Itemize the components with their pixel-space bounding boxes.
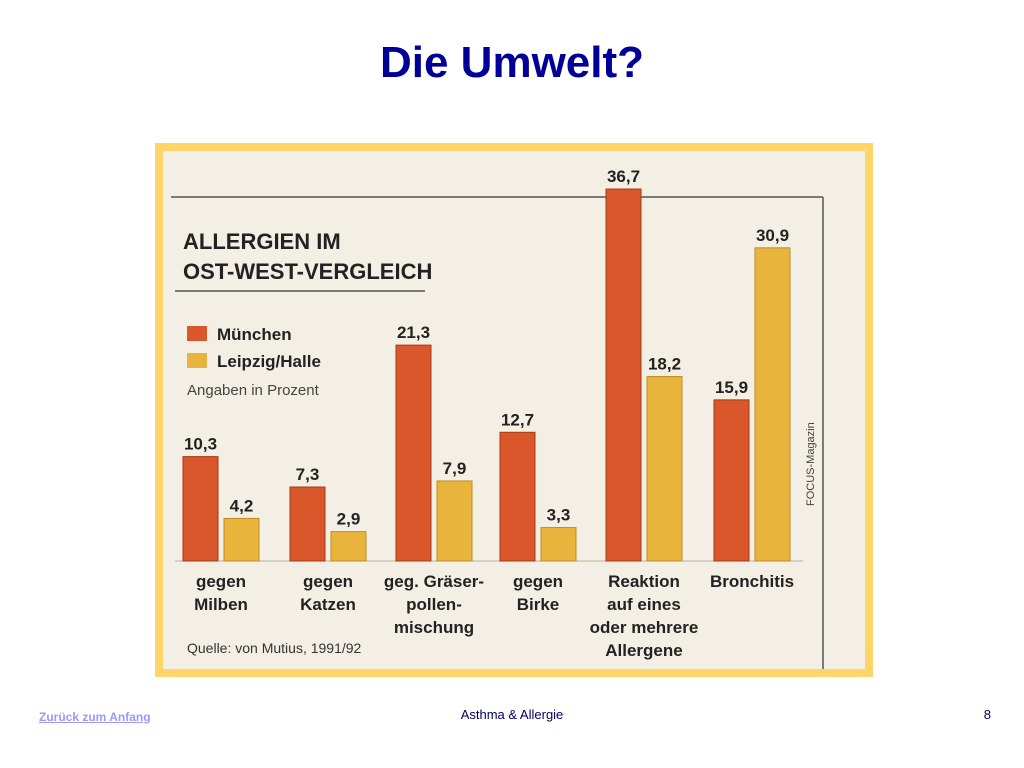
- value-label-muenchen-3: 12,7: [501, 410, 534, 429]
- category-label-3: gegen Birke: [513, 572, 563, 614]
- category-label-1: gegen Katzen: [300, 572, 356, 614]
- category-label-0: gegen Milben: [194, 572, 248, 614]
- chart-subtitle: Angaben in Prozent: [187, 382, 320, 399]
- bar-muenchen-5: [713, 399, 750, 562]
- bar-leipzig-0: [223, 517, 260, 562]
- bar-leipzig-4: [646, 376, 683, 562]
- category-label-4: Reaktion auf eines oder mehrere Allergene: [590, 572, 699, 660]
- legend-swatch-leipzig: [187, 353, 207, 368]
- bar-muenchen-1: [289, 486, 326, 562]
- figure-frame: ALLERGIEN IM OST-WEST-VERGLEICH München …: [155, 143, 873, 677]
- footer-title: Asthma & Allergie: [460, 707, 564, 722]
- bar-muenchen-2: [395, 344, 432, 562]
- value-label-leipzig-3: 3,3: [547, 506, 571, 525]
- source-label: Quelle: von Mutius, 1991/92: [187, 640, 362, 656]
- category-label-2: geg. Gräser-pollen-mischung: [384, 572, 484, 637]
- legend-swatch-muenchen: [187, 326, 207, 341]
- value-label-muenchen-0: 10,3: [184, 435, 217, 454]
- back-to-start-link[interactable]: Zurück zum Anfang: [39, 710, 151, 724]
- value-label-leipzig-1: 2,9: [337, 510, 361, 529]
- allergy-bar-chart: ALLERGIEN IM OST-WEST-VERGLEICH München …: [163, 151, 865, 669]
- bar-leipzig-3: [540, 527, 577, 562]
- legend-label-muenchen: München: [217, 325, 292, 344]
- page-number: 8: [983, 707, 991, 722]
- category-label-5: Bronchitis: [710, 572, 794, 591]
- chart-figure: ALLERGIEN IM OST-WEST-VERGLEICH München …: [163, 151, 865, 669]
- bar-muenchen-3: [499, 431, 536, 562]
- value-label-muenchen-5: 15,9: [715, 378, 748, 397]
- value-label-muenchen-1: 7,3: [296, 465, 320, 484]
- value-label-leipzig-2: 7,9: [443, 459, 467, 478]
- value-label-leipzig-4: 18,2: [648, 355, 681, 374]
- bar-leipzig-2: [436, 480, 473, 562]
- bar-muenchen-4: [605, 188, 642, 562]
- value-label-leipzig-0: 4,2: [230, 496, 254, 515]
- bar-muenchen-0: [182, 456, 219, 562]
- bars-group: 10,3 4,2 gegen Milben 7,3 2,9 gegen Katzen 21,3 7…: [175, 167, 803, 660]
- legend-label-leipzig: Leipzig/Halle: [217, 352, 321, 371]
- bar-leipzig-1: [330, 531, 367, 562]
- credit-label: FOCUS-Magazin: [805, 422, 817, 506]
- value-label-leipzig-5: 30,9: [756, 226, 789, 245]
- value-label-muenchen-4: 36,7: [607, 167, 640, 186]
- chart-title-line-2: OST-WEST-VERGLEICH: [183, 259, 432, 284]
- slide-title: Die Umwelt?: [379, 38, 645, 87]
- value-label-muenchen-2: 21,3: [397, 323, 430, 342]
- bar-leipzig-5: [754, 247, 791, 562]
- chart-title-line-1: ALLERGIEN IM: [183, 229, 341, 254]
